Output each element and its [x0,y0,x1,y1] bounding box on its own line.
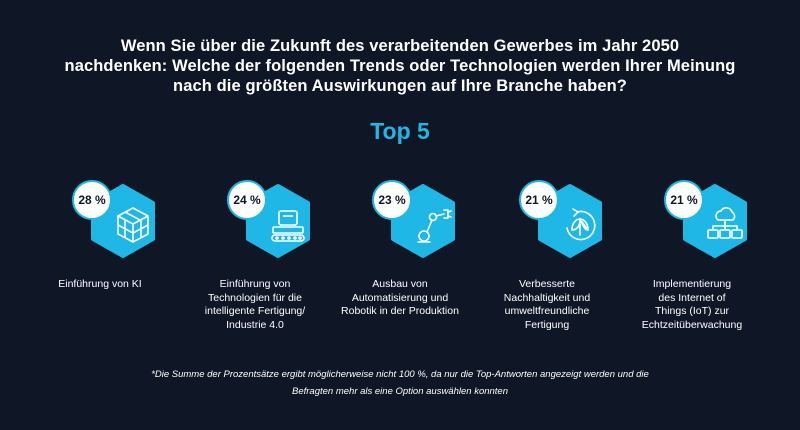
footnote-line: Befragten mehr als eine Option auswählen… [292,386,508,397]
question-line: nachdenken: Welche der folgenden Trends … [64,57,736,75]
trend-label: Einführung von KI [58,278,142,290]
footnote: *Die Summe der Prozentsätze ergibt mögli… [100,366,700,400]
hexagon-badge: 23 % [372,180,458,262]
hexagon-badge: 28 % [72,180,158,262]
cloud-network-icon [707,207,743,239]
hexagon-badge: 21 % [664,180,750,262]
hexagon-badge: 24 % [227,180,313,262]
percent-badge: 23 % [372,180,412,220]
trend-label: Implementierung des Internet of Things (… [641,278,743,331]
trend-label: Einführung von Technologien für die inte… [204,278,306,331]
top5-heading: Top 5 [370,118,430,144]
percent-badge: 28 % [72,180,112,220]
trend-label: Verbesserte Nachhaltigkeit und umweltfre… [503,278,591,331]
question-line: nach die größten Auswirkungen auf Ihre B… [173,77,627,95]
percent-badge: 21 % [664,180,704,220]
footnote-line: *Die Summe der Prozentsätze ergibt mögli… [151,369,649,380]
leaf-cycle-icon [566,208,596,241]
percent-badge: 21 % [519,180,559,220]
trend-label: Ausbau von Automatisierung und Robotik i… [341,278,459,317]
ai-chip-icon [117,207,149,243]
question-line: Wenn Sie über die Zukunft des verarbeite… [120,37,680,55]
production-line-icon [271,210,305,242]
survey-question: Wenn Sie über die Zukunft des verarbeite… [60,36,740,96]
hexagon-badge: 21 % [519,180,605,262]
robot-arm-icon [417,209,452,243]
percent-badge: 24 % [227,180,267,220]
